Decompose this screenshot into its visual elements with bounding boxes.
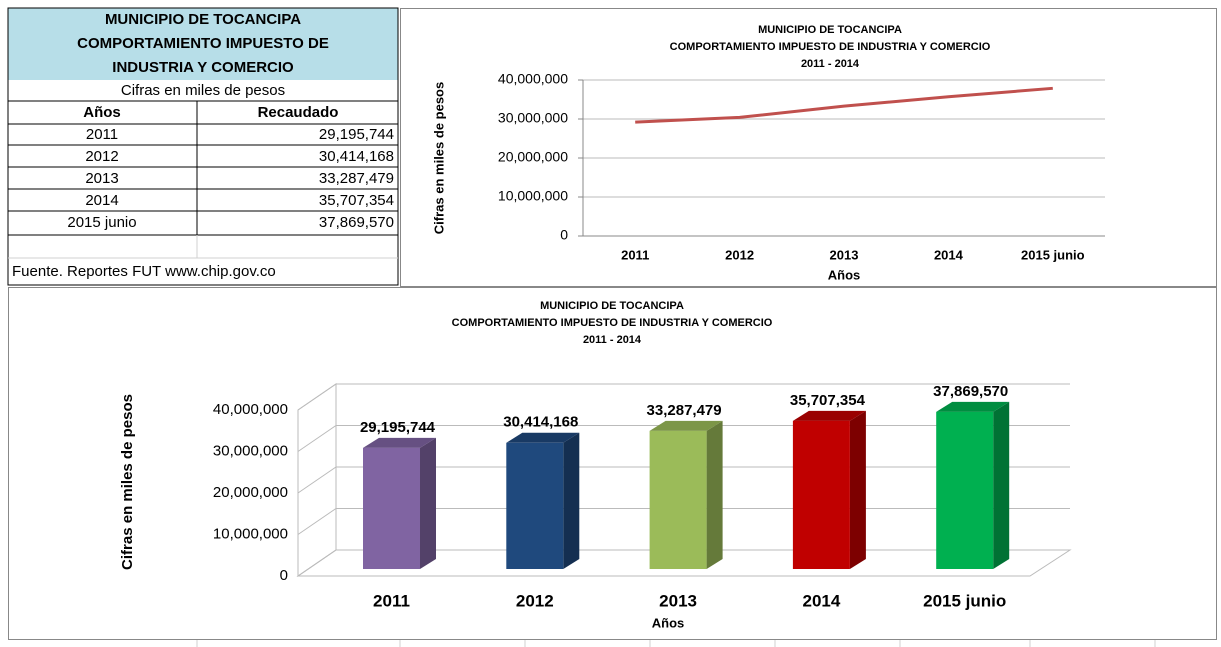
x-axis-label: Años [828,267,861,282]
bar [649,430,707,569]
y-axis-label: Cifras en miles de pesos [119,394,136,570]
value-label: 33,287,479 [647,402,722,419]
bar-side [849,410,866,569]
x-tick-label: 2011 [621,247,649,262]
chart-frame [8,287,1217,640]
bar [936,411,994,569]
y-tick-label: 0 [560,227,568,243]
y-tick-label: 10,000,000 [498,188,568,204]
cell-grid [196,640,1156,647]
line-series [635,86,1053,124]
x-tick-label: 2014 [934,247,964,262]
bar-side [706,420,723,569]
x-tick-label: 2013 [659,591,697,610]
table-cell: 2013 [85,170,118,187]
bar-side [993,401,1010,569]
bar-side [420,437,436,569]
table-cell: 30,414,168 [319,148,394,165]
x-tick-label: 2011 [373,591,410,610]
chart-title: MUNICIPIO DE TOCANCIPA [758,24,902,36]
table-subtitle: Cifras en miles de pesos [121,82,285,99]
y-tick-label: 30,000,000 [498,110,568,126]
bar-top [792,410,866,421]
x-tick-label: 2015 junio [923,591,1006,610]
table-borders [7,7,399,286]
x-tick-label: 2015 junio [1021,247,1085,262]
bar-top [363,437,436,448]
bar-side [563,432,580,569]
y-axis-label: Cifras en miles de pesos [431,82,446,234]
table-cell: 2012 [85,148,118,165]
grid-line [297,383,1070,411]
x-tick-label: 2012 [516,591,554,610]
bar-top [649,420,723,431]
x-tick-label: 2013 [830,247,859,262]
chart-title: COMPORTAMIENTO IMPUESTO DE INDUSTRIA Y C… [452,317,773,329]
table-cell: 2014 [85,192,118,209]
table-cell: 2015 junio [67,214,136,231]
y-tick-label: 40,000,000 [213,401,288,418]
bar [506,442,564,569]
y-tick-label: 20,000,000 [213,484,288,501]
table-cell: 29,195,744 [319,126,394,143]
bar-top [936,401,1010,412]
table-source: Fuente. Reportes FUT www.chip.gov.co [12,263,276,280]
table-header: Años [83,104,121,121]
table-cell: 2011 [86,126,118,143]
x-tick-label: 2014 [802,591,840,610]
table-title: COMPORTAMIENTO IMPUESTO DE [77,35,329,52]
chart-title: COMPORTAMIENTO IMPUESTO DE INDUSTRIA Y C… [670,41,991,53]
table-cell: 35,707,354 [319,192,394,209]
x-tick-label: 2012 [725,247,754,262]
bar-top [506,432,580,443]
value-label: 37,869,570 [933,383,1008,400]
table-header: Recaudado [258,104,339,121]
y-tick-label: 40,000,000 [498,71,568,87]
y-tick-label: 0 [280,567,288,584]
value-label: 35,707,354 [790,392,866,409]
table-title: INDUSTRIA Y COMERCIO [112,59,294,76]
table-cell: 37,869,570 [319,214,394,231]
chart-title: 2011 - 2014 [583,334,642,346]
y-tick-label: 10,000,000 [213,525,288,542]
value-label: 29,195,744 [360,419,436,436]
x-axis-label: Años [652,615,685,630]
chart-frame [400,8,1217,287]
table-title-bg [8,8,398,80]
table-cell: 33,287,479 [319,170,394,187]
value-label: 30,414,168 [503,414,578,431]
chart-title: MUNICIPIO DE TOCANCIPA [540,300,684,312]
y-tick-label: 30,000,000 [213,442,288,459]
y-tick-label: 20,000,000 [498,149,568,165]
chart-title: 2011 - 2014 [801,58,860,70]
table-title: MUNICIPIO DE TOCANCIPA [105,11,301,28]
bar [792,420,850,569]
bar [363,447,420,569]
